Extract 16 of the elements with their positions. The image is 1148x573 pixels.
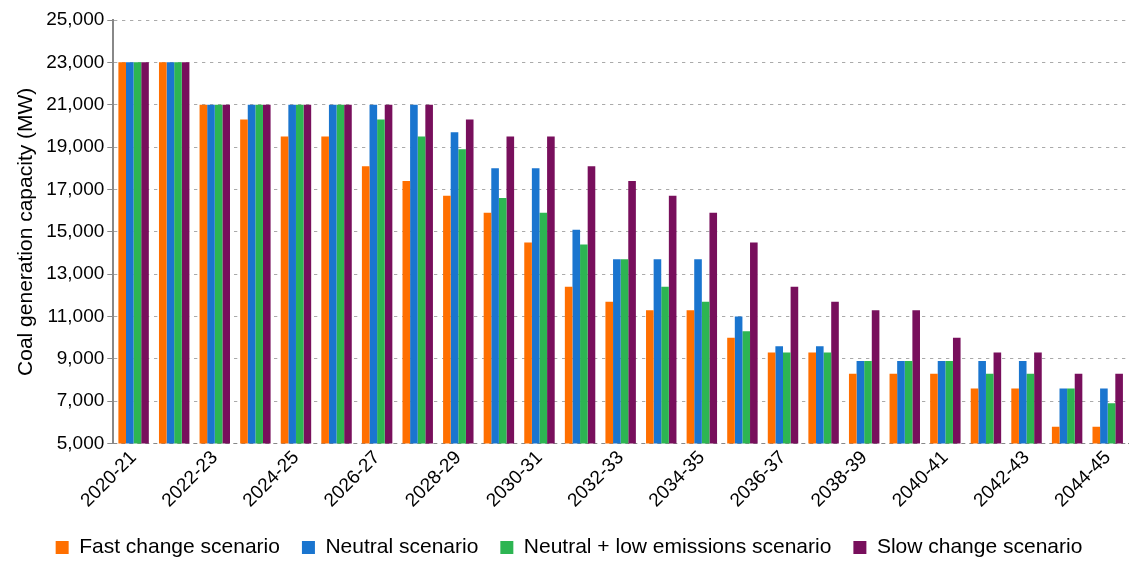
y-tick-label: 7,000 [56, 389, 105, 411]
y-tick-label: 13,000 [46, 262, 105, 284]
y-tick-label: 11,000 [47, 304, 105, 326]
y-tick-label: 17,000 [46, 177, 105, 199]
legend-label: Neutral scenario [325, 534, 479, 558]
legend-label: Fast change scenario [79, 534, 280, 558]
y-tick-label: 25,000 [46, 8, 105, 30]
y-tick-label: 19,000 [46, 135, 105, 157]
y-tick-label: 5,000 [56, 431, 105, 453]
legend-label: Neutral + low emissions scenario [523, 534, 832, 558]
y-tick-label: 23,000 [46, 50, 105, 72]
y-tick-label: 21,000 [46, 92, 105, 114]
y-tick-label: 15,000 [46, 220, 105, 242]
y-axis-title: Coal generation capacity (MW) [13, 87, 37, 376]
y-tick-label: 9,000 [56, 347, 105, 369]
legend-label: Slow change scenario [876, 534, 1083, 558]
